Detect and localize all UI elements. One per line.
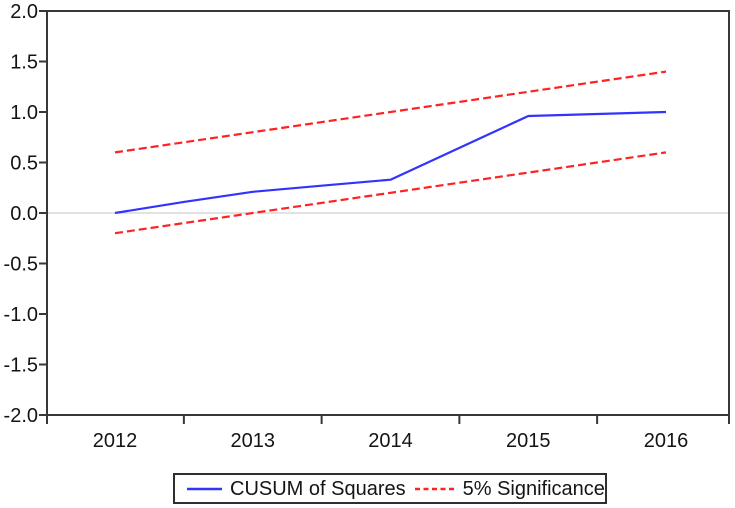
svg-text:0.5: 0.5 xyxy=(10,153,38,175)
svg-text:-0.5: -0.5 xyxy=(4,254,38,276)
legend-label-cusum: CUSUM of Squares xyxy=(230,477,406,500)
svg-text:2.0: 2.0 xyxy=(10,1,38,23)
svg-text:2012: 2012 xyxy=(93,430,138,452)
significance-dashed-swatch-icon xyxy=(414,487,455,490)
legend-label-significance: 5% Significance xyxy=(462,477,605,500)
svg-text:-1.0: -1.0 xyxy=(4,304,38,326)
svg-text:1.5: 1.5 xyxy=(10,52,38,74)
svg-text:-2.0: -2.0 xyxy=(4,405,38,427)
svg-text:2015: 2015 xyxy=(506,430,551,452)
svg-text:2014: 2014 xyxy=(368,430,413,452)
svg-text:1.0: 1.0 xyxy=(10,102,38,124)
cusum-line-swatch-icon xyxy=(187,487,222,490)
svg-text:-1.5: -1.5 xyxy=(4,355,38,377)
legend-item-cusum: CUSUM of Squares xyxy=(187,479,406,499)
svg-text:2016: 2016 xyxy=(644,430,689,452)
chart-legend: CUSUM of Squares 5% Significance xyxy=(173,473,607,504)
legend-item-significance: 5% Significance xyxy=(414,477,605,500)
chart-plot-area: 2.0 1.5 1.0 0.5 0.0 -0.5 -1.0 -1.5 -2.0 2012 2013 2… xyxy=(4,1,730,452)
svg-text:0.0: 0.0 xyxy=(10,203,38,225)
svg-text:2013: 2013 xyxy=(231,430,276,452)
